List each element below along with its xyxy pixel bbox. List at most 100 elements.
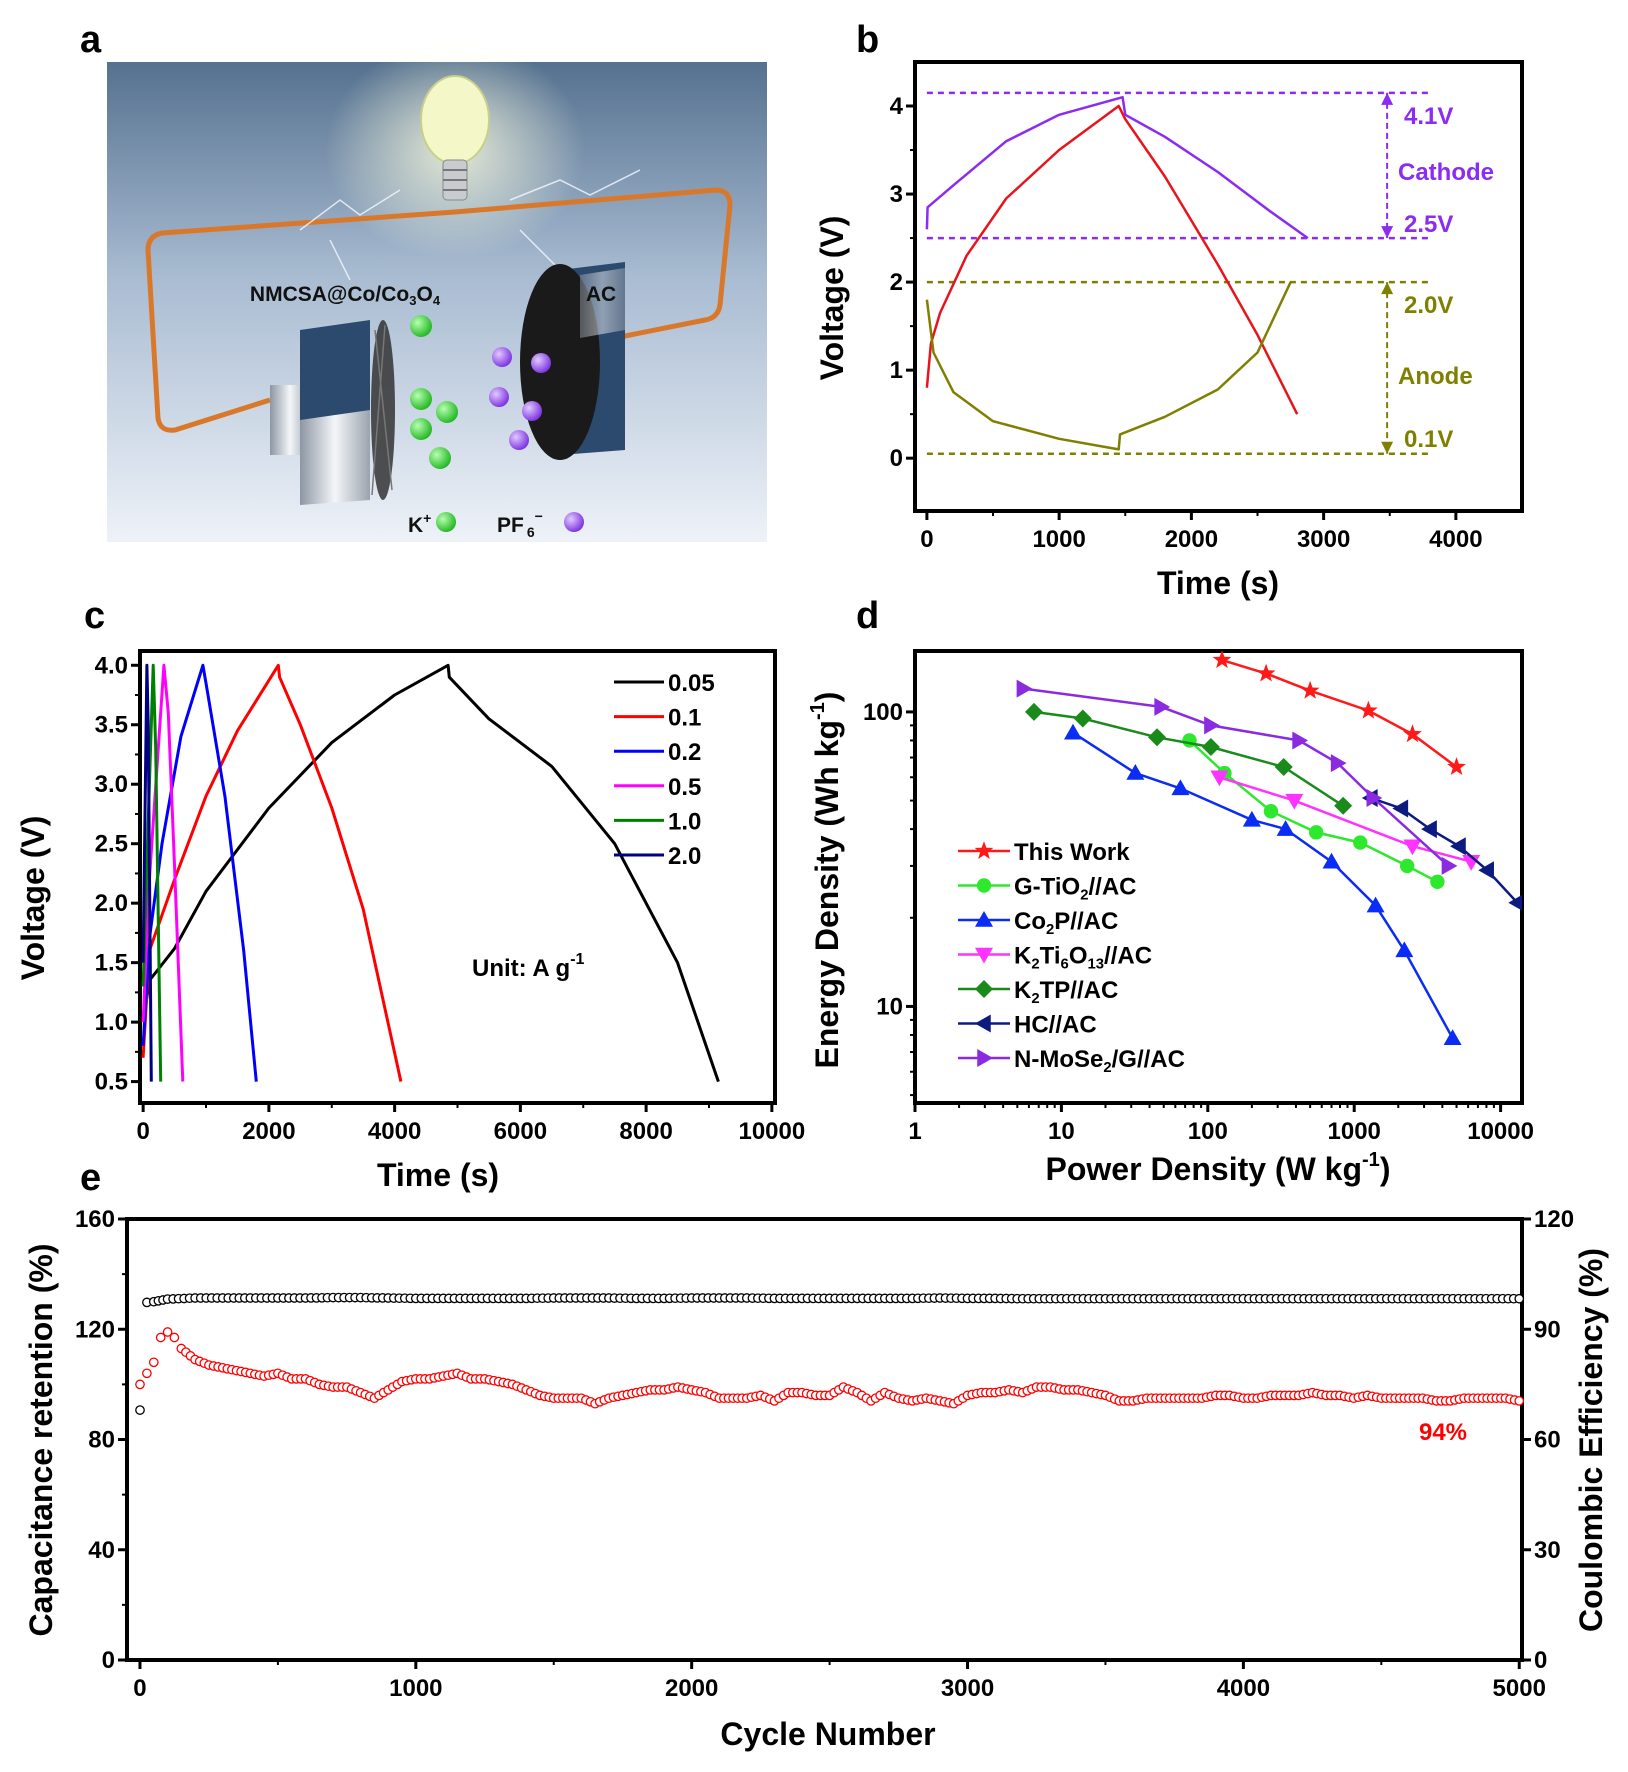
chart-c-xlabel: Time (s) — [377, 1157, 499, 1193]
data-point-star — [974, 841, 994, 859]
chart-b-ylabel: Voltage (V) — [814, 216, 850, 381]
series-K2TP//AC — [1025, 702, 1353, 815]
x-tick-label: 10000 — [1467, 1118, 1534, 1145]
annotation-cathode: Cathode — [1398, 159, 1494, 186]
y2-tick-label: 0 — [1534, 1647, 1547, 1674]
data-point — [135, 1379, 145, 1390]
anode-range-arrow-arrowhead-down — [1381, 441, 1394, 454]
x-tick-label: 2000 — [665, 1675, 718, 1702]
data-point-triangle-right — [1441, 856, 1458, 875]
chart-b-voltage-profiles: 0 1000 2000 3000 4000 0 1 2 3 4 — [890, 60, 1524, 553]
panel-label-a: a — [80, 19, 102, 61]
x-tick-label: 0 — [133, 1675, 146, 1702]
x-tick-label: 5000 — [1493, 1675, 1546, 1702]
data-point-star — [1403, 724, 1422, 743]
data-point-star — [1447, 757, 1466, 775]
cation-legend-marker — [436, 512, 456, 532]
y-tick-label: 1.0 — [95, 1009, 128, 1036]
gcd-curve-0.2 — [141, 663, 258, 1082]
anode-range-arrow-arrowhead-up — [1381, 282, 1394, 295]
x-tick-label: 0 — [920, 526, 933, 553]
legend-label: 0.05 — [668, 670, 715, 697]
x-tick-label: 4000 — [1429, 526, 1482, 553]
legend-label: This Work — [1014, 839, 1130, 866]
data-point-circle — [1182, 733, 1197, 748]
data-point-diamond — [1274, 758, 1293, 777]
chart-e-ylabel-right: Coulombic Efficiency (%) — [1573, 1248, 1609, 1632]
spark-lines — [299, 169, 641, 281]
data-point-star — [1300, 680, 1320, 699]
series-This Work — [1212, 651, 1466, 775]
y-tick-label: 4 — [890, 93, 904, 120]
x-tick-label: 4000 — [368, 1118, 421, 1145]
x-tick-label: 6000 — [494, 1118, 547, 1145]
legend-label: K2TP//AC — [1014, 977, 1118, 1007]
data-point-circle — [976, 878, 992, 893]
x-tick-label: 8000 — [619, 1118, 672, 1145]
series-Co2P//AC — [1063, 723, 1462, 1045]
y-tick-label: 120 — [75, 1316, 115, 1343]
retention-annotation-94: 94% — [1419, 1419, 1467, 1446]
data-point-triangle-up — [1242, 810, 1261, 827]
chart-b-xlabel: Time (s) — [1157, 565, 1279, 601]
ragone-series — [1016, 651, 1522, 1045]
legend-label: K2Ti6O13//AC — [1014, 943, 1152, 973]
right-electrode — [520, 262, 625, 460]
device-illustration: NMCSA@Co/Co3O4 AC K+ PF 6− — [107, 40, 767, 542]
x-tick-label: 100 — [1188, 1118, 1228, 1145]
data-point-triangle-down — [1285, 793, 1304, 810]
gcd-curve-0.1 — [141, 663, 403, 1082]
left-electrode — [270, 320, 395, 505]
y-tick-label: 0 — [890, 445, 903, 472]
data-point-triangle-up — [1276, 820, 1295, 836]
series-HC//AC — [1361, 789, 1522, 911]
x-tick-label: 3000 — [941, 1675, 994, 1702]
data-point-triangle-down — [1210, 770, 1229, 787]
gcd-curve-1.0 — [141, 663, 163, 1082]
x-tick-label: 3000 — [1297, 526, 1350, 553]
panel-label-d: d — [856, 595, 879, 637]
coulombic-efficiency-series — [135, 1292, 1525, 1415]
data-point-diamond — [1025, 702, 1044, 721]
data-point — [162, 1327, 173, 1337]
y-tick-label: 0 — [102, 1647, 115, 1674]
gcd-curve-0.05 — [141, 663, 720, 1083]
x-tick-label: 10000 — [738, 1118, 805, 1145]
data-point-diamond — [1073, 709, 1092, 728]
data-point-triangle-down — [1403, 839, 1422, 856]
legend-label: N-MoSe2/G//AC — [1014, 1046, 1185, 1076]
data-point-triangle-right — [1330, 754, 1347, 773]
y-tick-label: 80 — [88, 1427, 115, 1454]
series-line — [1370, 796, 1519, 904]
chart-e-xlabel: Cycle Number — [720, 1716, 935, 1752]
x-tick-label: 2000 — [1165, 526, 1218, 553]
data-point-triangle-right — [1292, 731, 1309, 750]
y2-tick-label: 30 — [1534, 1537, 1561, 1564]
cation-legend-label: K+ — [408, 510, 431, 537]
y-tick-label: 40 — [88, 1537, 115, 1564]
y2-tick-label: 90 — [1534, 1316, 1561, 1343]
data-point-triangle-right — [1016, 679, 1033, 698]
data-point-circle — [1430, 874, 1445, 889]
chart-c-unit-annotation: Unit: A g-1 — [472, 951, 585, 982]
hexafluorophosphate-ions — [489, 347, 551, 450]
data-point-triangle-right — [977, 1049, 993, 1067]
data-point-circle — [1399, 858, 1415, 874]
legend-label: G-TiO2//AC — [1014, 874, 1137, 904]
y-tick-label: 100 — [863, 699, 903, 726]
annotation-4.1V: 4.1V — [1404, 103, 1453, 130]
x-tick-label: 4000 — [1217, 1675, 1270, 1702]
data-point-triangle-right — [1154, 697, 1171, 716]
data-point-triangle-down — [975, 947, 993, 964]
data-point-star — [1256, 663, 1276, 682]
right-electrode-label: AC — [586, 283, 616, 306]
chart-e-cycling-stability: 0 1000 2000 3000 4000 50000408012016003060901… — [75, 1206, 1574, 1702]
legend-label: 0.2 — [668, 739, 701, 766]
data-point-circle — [1263, 804, 1279, 819]
data-point-diamond — [975, 980, 993, 998]
y-tick-label: 10 — [876, 993, 903, 1020]
series-K2Ti6O13//AC — [1210, 770, 1481, 871]
gcd-curve-2.0 — [141, 663, 153, 1082]
annotation-2.0V: 2.0V — [1404, 292, 1453, 319]
